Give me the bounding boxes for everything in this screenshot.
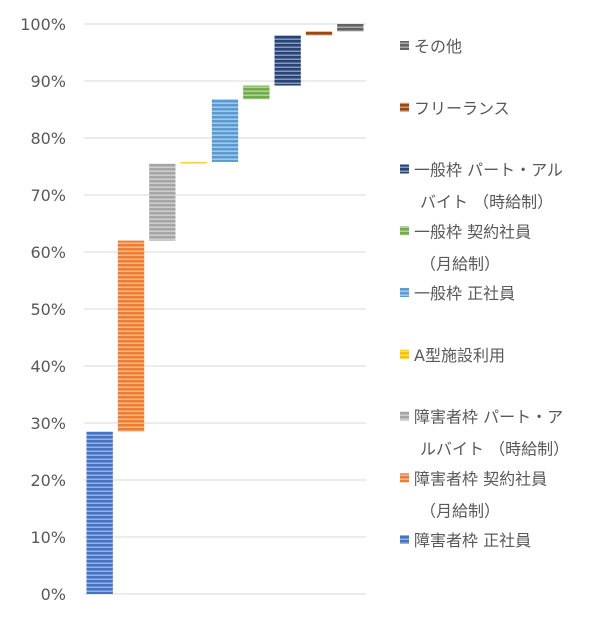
y-tick-label: 40% (30, 357, 66, 376)
legend-label: ルバイト （時給制） (420, 440, 569, 459)
y-tick-label: 50% (30, 300, 66, 319)
bar-segment (211, 99, 239, 162)
legend-label: 一般枠 パート・アル (414, 161, 563, 180)
y-axis: 0% 10% 20% 30% 40% 50% 60% 70% 80% 90% 100% (20, 15, 66, 604)
legend-label: バイト （時給制） (420, 193, 553, 212)
bar-segment (305, 31, 333, 36)
legend-label: 一般枠 契約社員 (414, 222, 531, 241)
y-tick-label: 60% (30, 243, 66, 262)
legend-swatch (400, 288, 409, 297)
legend-label: フリーランス (414, 99, 510, 118)
legend-label: （月給制） (420, 254, 500, 273)
bars (86, 24, 364, 594)
y-tick-label: 20% (30, 471, 66, 490)
legend-swatch (400, 411, 409, 421)
legend-swatch (400, 473, 409, 483)
legend-label: A型施設利用 (414, 346, 505, 365)
y-tick-label: 100% (20, 15, 66, 34)
legend-label: 一般枠 正社員 (414, 284, 515, 303)
legend-label: （月給制） (420, 501, 500, 520)
bar-segment (180, 161, 207, 164)
legend-label: 障害者枠 パート・ア (414, 408, 563, 427)
legend-label: 障害者枠 正社員 (414, 531, 531, 550)
legend-label: 障害者枠 契約社員 (414, 469, 547, 488)
legend-swatch (400, 164, 409, 174)
legend-swatch (400, 41, 409, 50)
y-tick-label: 80% (30, 129, 66, 148)
y-tick-label: 70% (30, 186, 66, 205)
bar-segment (149, 163, 176, 241)
bar-segment (337, 24, 364, 32)
legend-swatch (400, 226, 409, 236)
bar-segment (117, 240, 145, 432)
bar-segment (243, 85, 270, 100)
legend-label: その他 (414, 37, 462, 56)
bar-segment (274, 35, 301, 86)
y-tick-label: 0% (41, 585, 66, 604)
legend-swatch (400, 349, 409, 359)
y-tick-label: 30% (30, 414, 66, 433)
legend-swatch (400, 535, 409, 544)
y-tick-label: 10% (30, 528, 66, 547)
bar-segment (86, 431, 113, 594)
legend-swatch (400, 102, 409, 112)
y-tick-label: 90% (30, 72, 66, 91)
